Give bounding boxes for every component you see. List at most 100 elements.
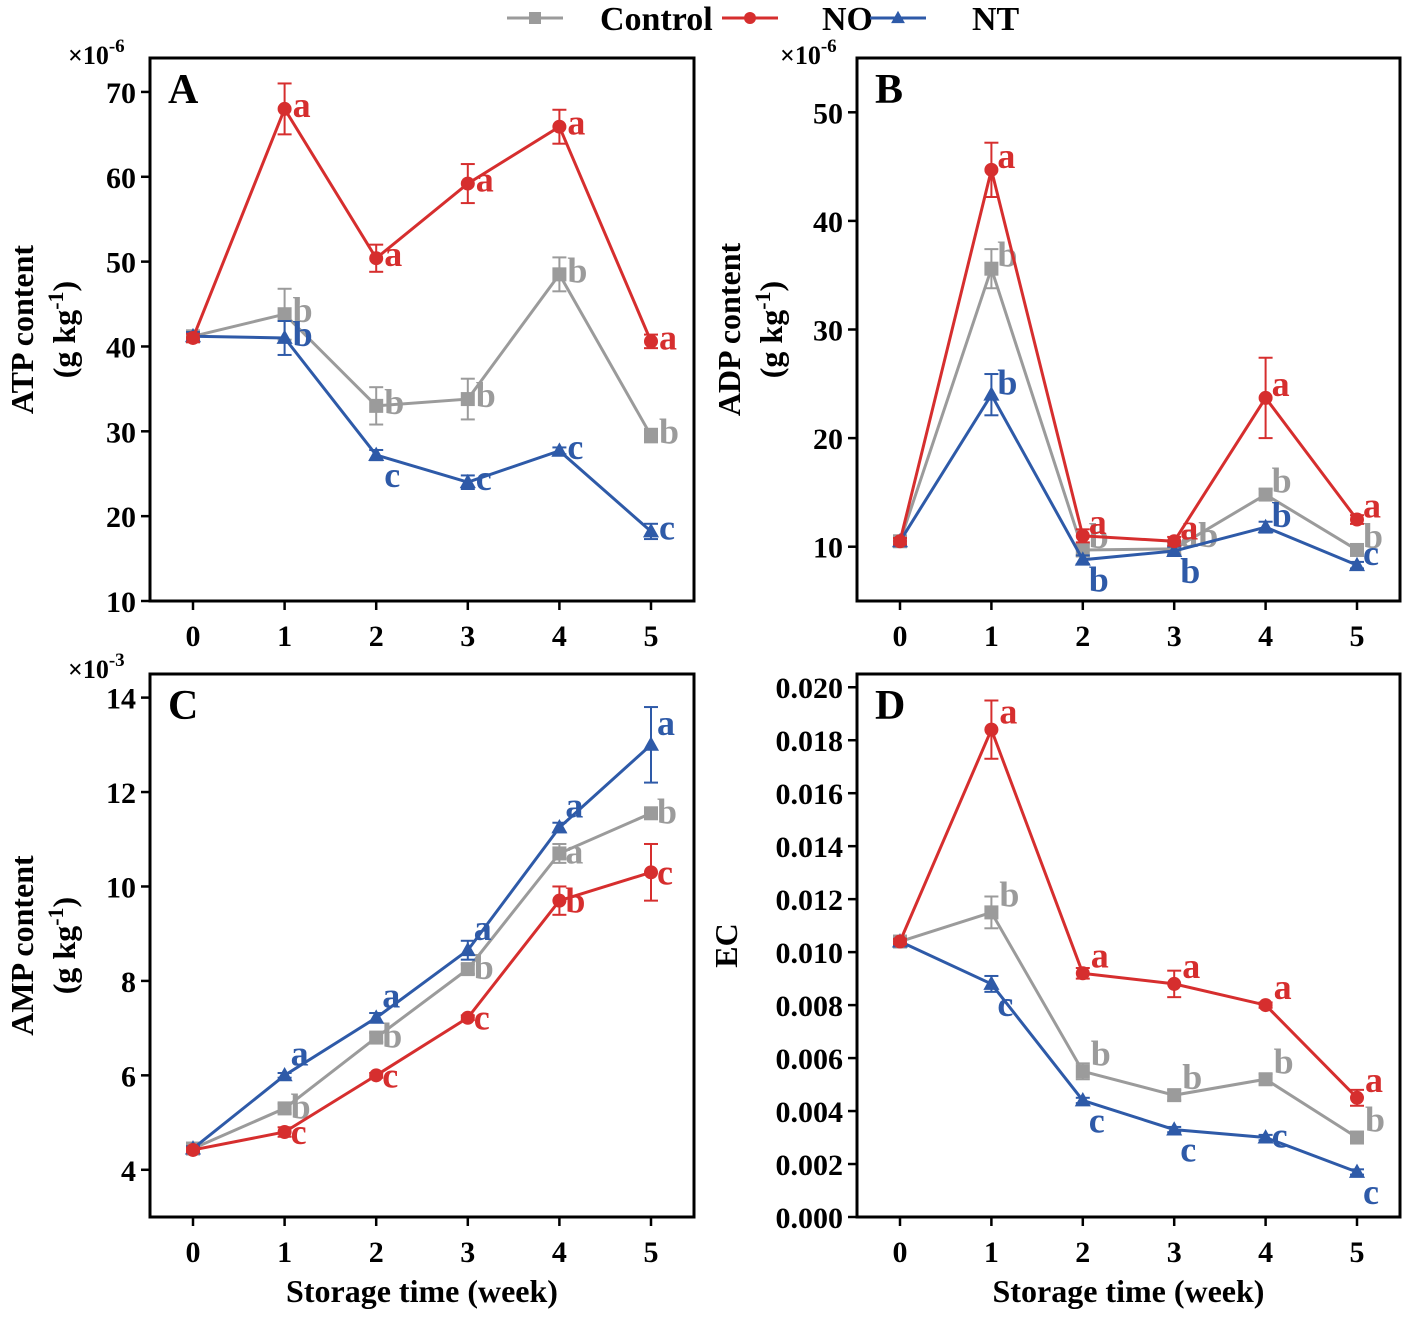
y-tick-label: 0.004 [776, 1096, 844, 1129]
y-tick-label: 0.020 [776, 672, 844, 705]
y-tick-label: 70 [106, 77, 136, 110]
significance-letter: c [1272, 1116, 1288, 1156]
significance-letter: b [1091, 1033, 1111, 1073]
series-control: b b b b b [893, 874, 1385, 1145]
x-tick-label: 3 [460, 620, 475, 653]
significance-letter: b [476, 375, 496, 415]
x-tick-label: 2 [369, 1236, 384, 1269]
significance-letter: a [997, 136, 1015, 176]
axis-multiplier-base: ×10 [68, 655, 109, 684]
legend-marker [744, 12, 756, 24]
plot-frame [855, 672, 1402, 1219]
significance-letter: b [659, 412, 679, 452]
data-point [1350, 1090, 1364, 1105]
y-tick-label: 14 [106, 683, 136, 716]
data-point [369, 1030, 384, 1045]
data-point [460, 1010, 475, 1025]
significance-letter: b [474, 947, 494, 987]
data-point [984, 261, 999, 276]
legend-marker [529, 12, 541, 24]
x-tick-label: 4 [1258, 1236, 1273, 1269]
legend-item-no: NO [722, 1, 873, 38]
data-point [276, 1066, 293, 1082]
y-tick-label: 10 [813, 532, 843, 565]
significance-letter: b [999, 874, 1019, 914]
data-point [368, 446, 385, 462]
significance-letter: a [291, 1033, 309, 1073]
data-point [893, 534, 907, 549]
y-tick-label: 0.014 [776, 831, 844, 864]
significance-letter: a [1180, 507, 1198, 547]
significance-letter: b [997, 235, 1017, 275]
x-tick-label: 5 [644, 620, 659, 653]
data-point [460, 392, 475, 407]
x-axis-label: Storage time (week) [993, 1273, 1265, 1309]
data-point [1350, 512, 1364, 527]
significance-letter: c [1363, 1172, 1379, 1212]
panel-label: C [168, 683, 198, 729]
data-point [1166, 1121, 1183, 1136]
series-line [192, 271, 653, 437]
data-point [644, 428, 658, 443]
series-no: a a a a a [186, 82, 677, 357]
plot-frame [148, 672, 696, 1219]
y-axis-unit-close: ) [753, 281, 789, 292]
data-point [984, 722, 999, 737]
x-tick-label: 5 [1350, 1236, 1365, 1269]
y-tick-label: 50 [106, 247, 136, 280]
data-point [893, 934, 907, 949]
significance-letter: b [382, 1016, 402, 1056]
panel-label: A [168, 67, 199, 113]
significance-letter: c [997, 984, 1013, 1024]
significance-letter: a [1274, 967, 1292, 1007]
data-point [277, 1125, 292, 1140]
data-point [186, 330, 200, 345]
series-line [191, 105, 653, 342]
x-tick-label: 2 [1075, 620, 1090, 653]
data-point [1075, 528, 1090, 543]
series-no: a a a a a [893, 136, 1381, 549]
y-tick-label: 6 [121, 1060, 136, 1093]
legend-label: Control [600, 1, 713, 38]
y-axis-unit-exponent: -1 [43, 907, 68, 925]
significance-letter: c [659, 507, 675, 547]
series-nt: bb bbc [891, 363, 1379, 600]
significance-letter: b [1182, 1057, 1202, 1097]
significance-letter: a [384, 234, 402, 274]
significance-letter: a [474, 908, 492, 948]
y-tick-label: 12 [106, 777, 136, 810]
data-point [1167, 534, 1182, 549]
data-point [984, 905, 999, 920]
legend-item-control: Control [507, 1, 713, 38]
data-point [642, 736, 660, 751]
data-point [460, 962, 475, 977]
y-tick-label: 0.006 [776, 1043, 844, 1076]
series-line [899, 940, 1358, 1174]
data-point [1348, 1163, 1366, 1178]
data-point [1350, 542, 1364, 557]
data-point [552, 893, 567, 908]
significance-letter: b [1180, 551, 1200, 591]
x-tick-label: 1 [984, 1236, 999, 1269]
legend: Control NO NT [507, 1, 1020, 38]
significance-letter: c [384, 455, 400, 495]
x-tick-label: 0 [893, 1236, 908, 1269]
chart-panel-a: 10 20 30 40 50 60 70 0 1 2 3 4 5 A ×10-6 ATP content (g … [4, 36, 696, 653]
significance-letter: c [291, 1112, 307, 1152]
data-point [552, 119, 567, 134]
x-tick-label: 5 [1350, 620, 1365, 653]
data-point [983, 386, 1000, 401]
axis-multiplier-exponent: -3 [109, 650, 125, 671]
significance-letter: c [567, 427, 583, 467]
x-tick-label: 1 [984, 620, 999, 653]
data-point [459, 941, 476, 957]
y-axis-unit-close: ) [46, 897, 82, 908]
significance-letter: a [293, 85, 311, 125]
x-tick-label: 3 [460, 1236, 475, 1269]
y-tick-label: 30 [106, 416, 136, 449]
significance-letter: b [565, 881, 585, 921]
y-tick-label: 50 [813, 97, 843, 130]
